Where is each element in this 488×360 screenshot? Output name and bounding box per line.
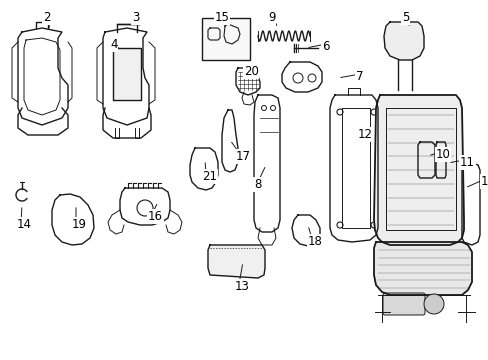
Text: 20: 20 [244,65,258,78]
Text: 18: 18 [307,235,322,248]
Text: 5: 5 [401,11,408,24]
Text: 7: 7 [355,70,363,83]
Polygon shape [417,142,434,178]
Polygon shape [373,242,471,295]
Polygon shape [207,245,264,278]
Text: 1: 1 [480,175,488,188]
Text: 4: 4 [110,38,117,51]
Text: 11: 11 [459,156,474,169]
Text: 3: 3 [132,11,139,24]
Polygon shape [113,48,141,100]
Text: 10: 10 [435,148,450,161]
Text: 9: 9 [267,11,275,24]
Text: 16: 16 [148,210,163,223]
Text: 14: 14 [17,218,32,231]
Text: 19: 19 [72,218,87,231]
Text: 8: 8 [253,178,261,191]
Text: 6: 6 [321,40,329,53]
Text: 17: 17 [236,150,250,163]
Text: 15: 15 [215,11,229,24]
Bar [202,18,249,60]
Text: 2: 2 [43,11,50,24]
Polygon shape [373,95,463,245]
Text: 12: 12 [357,128,372,141]
FancyBboxPatch shape [382,293,424,315]
Circle shape [423,294,443,314]
Text: 21: 21 [202,170,217,183]
Polygon shape [383,22,423,60]
Text: 13: 13 [235,280,249,293]
